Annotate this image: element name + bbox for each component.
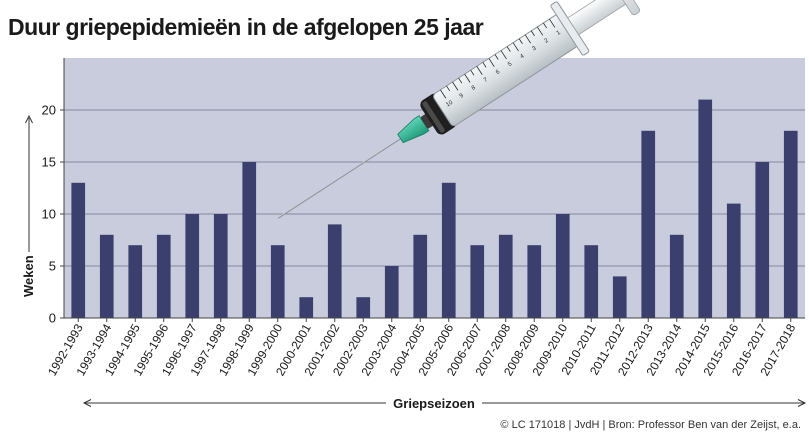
source-credit: © LC 171018 | JvdH | Bron: Professor Ben…: [500, 419, 801, 431]
y-axis-arrow-head: [25, 114, 33, 124]
syringe-scale-tick: [488, 58, 495, 68]
bar-2011-2012: [612, 276, 627, 318]
syringe-scale-tick: [494, 54, 499, 60]
syringe-scale-label: 9: [459, 92, 466, 99]
syringe-scale-label: 3: [531, 45, 538, 52]
bar-2005-2006: [441, 182, 456, 318]
syringe-scale-label: 5: [507, 61, 514, 68]
bar-1996-1997: [185, 214, 200, 318]
bar-1997-1998: [213, 214, 228, 318]
syringe-scale-tick: [530, 30, 535, 37]
bar-2017-2018: [783, 130, 798, 318]
syringe-scale: [440, 18, 556, 99]
syringe-scale-label: 4: [519, 53, 526, 60]
syringe-scale-tick: [446, 85, 451, 92]
syringe-needle: [277, 136, 403, 219]
bar-2012-2013: [641, 130, 656, 318]
bar-2014-2015: [698, 99, 713, 318]
chart-title: Duur griepepidemieën in de afgelopen 25 …: [8, 14, 484, 40]
syringe-hub: [397, 115, 430, 144]
bar-2009-2010: [555, 214, 570, 318]
syringe-scale-tick: [524, 34, 531, 44]
syringe-scale-tick: [470, 69, 475, 76]
syringe-scale-label: 6: [495, 69, 502, 76]
syringe-scale-tick: [518, 38, 523, 44]
y-tick-label: 20: [42, 103, 56, 118]
bar-1999-2000: [270, 245, 285, 318]
bar-2010-2011: [584, 245, 599, 318]
syringe-scale-label: 1: [556, 30, 563, 37]
bar-1998-1999: [242, 162, 257, 318]
x-axis-label: Griepseizoen: [393, 396, 475, 411]
bar-2015-2016: [726, 203, 741, 318]
bar-2007-2008: [498, 234, 513, 318]
syringe-scale-tick: [543, 22, 547, 29]
x-axis-arrow-right-head: [797, 399, 807, 407]
syringe-scale-tick: [452, 81, 459, 91]
bar-2002-2003: [356, 297, 371, 318]
syringe-scale-tick: [500, 50, 507, 60]
bars: [71, 99, 798, 318]
bar-2006-2007: [470, 245, 485, 318]
x-axis-label-group: Griepseizoen: [82, 394, 807, 412]
bar-2001-2002: [327, 224, 342, 318]
syringe-scale-tick: [536, 26, 544, 36]
syringe-scale-tick: [512, 42, 519, 52]
bar-1994-1995: [128, 245, 143, 318]
bar-2003-2004: [384, 266, 399, 318]
x-axis-arrow-left-head: [82, 399, 92, 407]
syringe-scale-tick: [476, 66, 483, 75]
bar-2000-2001: [299, 297, 314, 318]
syringe-scale-label: 10: [445, 99, 454, 108]
syringe-scale-label: 2: [544, 37, 551, 44]
syringe-scale-tick: [506, 46, 511, 52]
syringe-scale-tick: [482, 62, 487, 68]
bar-2016-2017: [755, 162, 770, 318]
syringe-scale-tick: [549, 18, 556, 28]
syringe-scale-tick: [464, 73, 471, 83]
bar-2013-2014: [669, 234, 684, 318]
syringe-scale-tick: [458, 77, 463, 84]
syringe-plunger-rod: [567, 0, 628, 36]
y-tick-label: 5: [49, 259, 56, 274]
bar-1992-1993: [71, 182, 86, 318]
y-axis-label-group: Weken: [20, 114, 38, 300]
syringe-scale-label: 8: [471, 85, 478, 92]
syringe-scale-label: 7: [483, 77, 490, 84]
bar-2004-2005: [413, 234, 428, 318]
y-tick-label: 10: [42, 207, 56, 222]
bar-2008-2009: [527, 245, 542, 318]
bar-1995-1996: [156, 234, 171, 318]
bar-1993-1994: [99, 234, 114, 318]
syringe-scale-tick: [440, 89, 447, 99]
syringe-plunger-thumb: [607, 0, 641, 16]
y-ticks: 0 5 10 15 20: [42, 103, 64, 326]
syringe-tip: [420, 113, 434, 129]
y-axis-label: Weken: [21, 255, 36, 297]
y-tick-label: 15: [42, 155, 56, 170]
x-ticks: 1992-19931993-19941994-19951995-19961996…: [45, 318, 799, 378]
y-tick-label: 0: [49, 311, 56, 326]
syringe-stopper: [420, 93, 457, 135]
